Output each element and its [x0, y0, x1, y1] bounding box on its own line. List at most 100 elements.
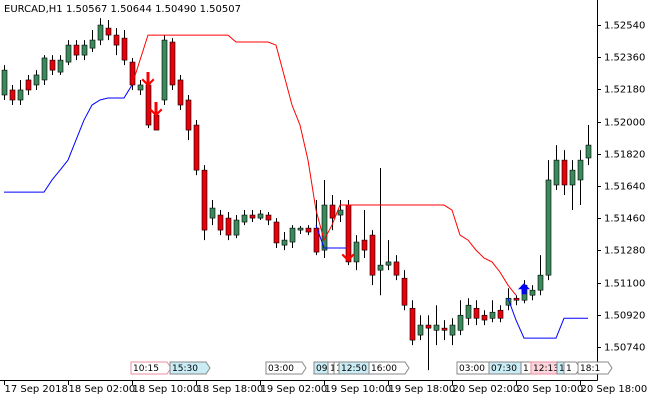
candle-body	[57, 59, 64, 73]
sell-arrow	[341, 247, 355, 262]
x-tick-label: 17 Sep 2018	[5, 384, 68, 395]
candle-body	[401, 277, 408, 306]
y-tick-label: 1.52540	[604, 21, 645, 32]
candle-body	[121, 37, 128, 61]
time-marker-box	[368, 361, 410, 375]
chart-title: EURCAD,H1	[4, 4, 63, 15]
candle-body	[217, 214, 224, 231]
candle-body	[569, 169, 576, 186]
candle-body	[473, 307, 480, 319]
candle-body	[529, 289, 536, 296]
candle-body	[81, 44, 88, 56]
candle-body	[89, 39, 96, 49]
candle-body	[273, 221, 280, 244]
buy-arrow	[518, 283, 530, 295]
candle-body	[41, 57, 48, 81]
time-marker-label: 1	[566, 364, 572, 374]
x-tick-label: 18 Sep 02:00	[69, 384, 136, 395]
candle-body	[393, 261, 400, 276]
time-marker-label: 03:00	[459, 364, 485, 374]
candle-body	[1, 69, 8, 96]
time-marker-label: 1	[523, 364, 529, 374]
candle-body	[313, 227, 320, 253]
candle-body	[65, 44, 72, 63]
candle-body	[209, 207, 216, 219]
time-marker: 15:30	[169, 361, 211, 375]
candle-body	[441, 327, 448, 331]
candle-body	[305, 227, 312, 233]
x-tick-label: 19 Sep 18:00	[389, 384, 456, 395]
candle-body	[329, 204, 336, 219]
candle-body	[17, 89, 24, 101]
candle-body	[353, 241, 360, 263]
time-marker-label: 03:00	[268, 364, 294, 374]
x-tick-label: 19 Sep 10:00	[325, 384, 392, 395]
candle-body	[433, 324, 440, 331]
x-tick-label: 18 Sep 18:00	[197, 384, 264, 395]
candle-body	[553, 159, 560, 186]
sell-arrow	[141, 71, 155, 87]
candle-body	[481, 314, 488, 321]
candle-body	[233, 219, 240, 236]
y-tick-label: 1.52180	[604, 85, 645, 96]
candle-body	[129, 61, 136, 86]
indicator-line	[4, 84, 588, 339]
candle-body	[497, 309, 504, 319]
time-marker-label: 18:1	[580, 364, 600, 374]
candle-body	[161, 39, 168, 101]
candle-body	[153, 114, 160, 131]
candle-body	[185, 99, 192, 131]
time-marker-label: 16:00	[371, 364, 397, 374]
time-marker: 03:00	[265, 361, 307, 375]
y-tick-label: 1.51820	[604, 150, 645, 161]
x-tick-label: 20 Sep 02:00	[453, 384, 520, 395]
time-marker-box	[577, 361, 613, 375]
time-marker-label: 07:30	[491, 364, 517, 374]
candle-body	[545, 179, 552, 276]
candle-body	[289, 227, 296, 243]
candle-body	[97, 24, 104, 41]
candle-body	[537, 274, 544, 291]
time-marker-label: 10:15	[133, 364, 159, 374]
candle-body	[513, 297, 520, 301]
time-marker: 10:15	[130, 361, 172, 375]
candle-body	[465, 304, 472, 319]
time-marker: 16:00	[368, 361, 410, 375]
candle-body	[105, 27, 112, 36]
y-tick-label: 1.52000	[604, 118, 645, 129]
time-marker-box	[265, 361, 307, 375]
candle-body	[49, 59, 56, 71]
candle-body	[561, 159, 568, 186]
time-marker-label: 12:50	[341, 364, 367, 374]
y-tick-label: 1.50740	[604, 343, 645, 354]
candle-body	[73, 44, 80, 56]
time-marker-label: 09:	[316, 364, 330, 374]
candle-body	[9, 89, 16, 101]
candle-body	[193, 124, 200, 171]
candle-body	[137, 84, 144, 91]
indicator-line	[131, 34, 517, 296]
x-tick-label: 19 Sep 02:00	[261, 384, 328, 395]
time-marker-label: 12:13	[533, 364, 559, 374]
candle-body	[169, 41, 176, 86]
candle-body	[225, 217, 232, 236]
sell-arrow	[149, 102, 163, 117]
candle-body	[489, 311, 496, 319]
y-tick-label: 1.51100	[604, 279, 645, 290]
candle-body	[113, 34, 120, 46]
candle-body	[369, 234, 376, 276]
candle-body	[577, 159, 584, 181]
candle-body	[265, 214, 272, 221]
candle-body	[297, 227, 304, 231]
x-tick-label: 20 Sep 18:00	[581, 384, 648, 395]
candle-body	[201, 169, 208, 231]
candle-body	[177, 79, 184, 106]
candle-body	[457, 314, 464, 331]
y-tick-label: 1.52360	[604, 53, 645, 64]
candle-body	[257, 213, 264, 219]
time-marker: 18:1	[577, 361, 613, 375]
candle-body	[425, 324, 432, 329]
candle-body	[321, 204, 328, 251]
candle-body	[417, 324, 424, 336]
